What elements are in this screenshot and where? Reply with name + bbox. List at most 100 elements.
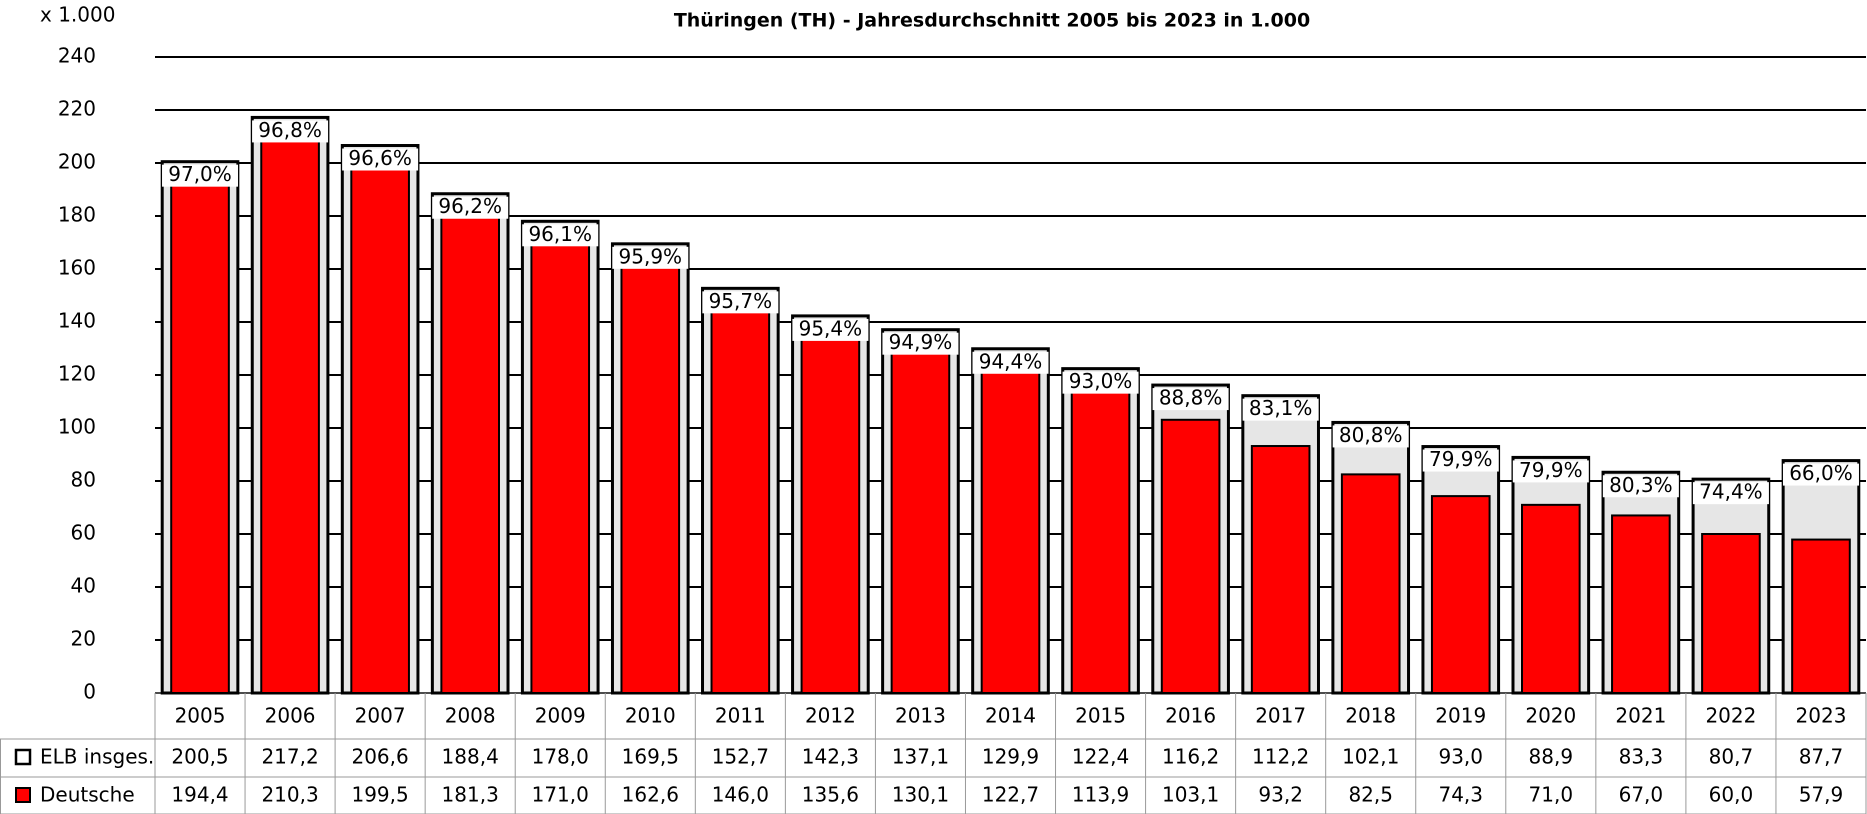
y-tick-label: 200: [58, 150, 96, 174]
table-cell: 93,0: [1438, 745, 1483, 769]
share-label-bg: [612, 246, 689, 269]
share-label-bg: [252, 120, 329, 143]
table-cell: 146,0: [712, 783, 769, 807]
table-cell: 74,3: [1438, 783, 1483, 807]
x-tick-label: 2022: [1705, 704, 1756, 728]
table-cell: 103,1: [1162, 783, 1219, 807]
table-cell: 67,0: [1619, 783, 1664, 807]
share-label-bg: [432, 196, 509, 219]
table-cell: 129,9: [982, 745, 1039, 769]
y-tick-label: 60: [71, 521, 96, 545]
share-label-bg: [882, 332, 959, 355]
share-label-bg: [1512, 460, 1589, 483]
share-label-bg: [1242, 398, 1319, 421]
x-tick-label: 2005: [175, 704, 226, 728]
table-cell: 199,5: [351, 783, 408, 807]
share-label-bg: [702, 291, 779, 314]
share-label: 88,8%: [1159, 386, 1223, 410]
share-label: 66,0%: [1789, 461, 1853, 485]
x-tick-label: 2009: [535, 704, 586, 728]
share-label-bg: [1332, 425, 1409, 448]
share-label: 95,7%: [709, 289, 773, 313]
bar-deutsche: [1250, 445, 1311, 694]
bar-deutsche: [1070, 390, 1131, 694]
bar-deutsche: [1340, 473, 1401, 694]
x-tick-label: 2021: [1615, 704, 1666, 728]
table-cell: 137,1: [892, 745, 949, 769]
share-label: 96,8%: [258, 118, 322, 142]
x-tick-label: 2012: [805, 704, 856, 728]
y-tick-label: 160: [58, 256, 96, 280]
share-label: 97,0%: [168, 162, 232, 186]
table-cell: 217,2: [261, 745, 318, 769]
y-tick-label: 0: [83, 680, 96, 704]
x-tick-label: 2006: [265, 704, 316, 728]
table-cell: 93,2: [1258, 783, 1303, 807]
share-label: 80,3%: [1609, 473, 1673, 497]
bar-deutsche: [710, 305, 771, 694]
share-label: 79,9%: [1519, 458, 1583, 482]
table-cell: 60,0: [1709, 783, 1754, 807]
y-tick-label: 240: [58, 44, 96, 68]
y-unit-label: x 1.000: [40, 3, 115, 27]
share-label: 80,8%: [1339, 423, 1403, 447]
share-label: 96,2%: [438, 194, 502, 218]
bar-deutsche: [1701, 533, 1761, 694]
bar-deutsche: [1160, 418, 1221, 694]
share-label: 79,9%: [1429, 447, 1493, 471]
table-cell: 122,7: [982, 783, 1039, 807]
table-cell: 210,3: [261, 783, 318, 807]
share-label-bg: [342, 148, 419, 171]
share-label: 95,4%: [799, 316, 863, 340]
x-tick-label: 2018: [1345, 704, 1396, 728]
legend-swatch: [14, 748, 32, 766]
share-label: 93,0%: [1069, 369, 1133, 393]
share-label-bg: [522, 224, 599, 247]
x-tick-label: 2015: [1075, 704, 1126, 728]
table-cell: 169,5: [622, 745, 679, 769]
legend-label: Deutsche: [40, 783, 135, 807]
share-label-bg: [1602, 475, 1679, 498]
x-tick-label: 2011: [715, 704, 766, 728]
y-tick-label: 40: [71, 574, 96, 598]
bar-deutsche: [440, 211, 501, 694]
share-label: 95,9%: [619, 244, 683, 268]
share-label-bg: [1782, 463, 1859, 486]
bar-deutsche: [980, 366, 1041, 694]
table-cell: 80,7: [1709, 745, 1754, 769]
table-cell: 88,9: [1529, 745, 1574, 769]
chart-title: Thüringen (TH) - Jahresdurchschnitt 2005…: [674, 10, 1310, 32]
share-label: 96,6%: [348, 146, 412, 170]
table-cell: 152,7: [712, 745, 769, 769]
x-tick-label: 2016: [1165, 704, 1216, 728]
table-cell: 102,1: [1342, 745, 1399, 769]
x-tick-label: 2007: [355, 704, 406, 728]
share-label-bg: [162, 164, 239, 187]
y-tick-label: 120: [58, 362, 96, 386]
share-label: 83,1%: [1249, 396, 1313, 420]
y-tick-label: 140: [58, 309, 96, 333]
table-cell: 71,0: [1529, 783, 1574, 807]
share-label: 94,4%: [979, 349, 1043, 373]
table-cell: 116,2: [1162, 745, 1219, 769]
table-cell: 130,1: [892, 783, 949, 807]
table-cell: 194,4: [171, 783, 228, 807]
share-label-bg: [1422, 449, 1499, 472]
bar-deutsche: [1611, 514, 1671, 695]
bar-deutsche: [530, 238, 591, 694]
bar-deutsche: [620, 261, 681, 694]
bar-deutsche: [890, 347, 951, 694]
share-label: 94,9%: [889, 330, 953, 354]
table-cell: 113,9: [1072, 783, 1129, 807]
table-cell: 181,3: [442, 783, 499, 807]
table-cell: 87,7: [1799, 745, 1844, 769]
bar-deutsche: [350, 163, 410, 694]
table-cell: 142,3: [802, 745, 859, 769]
bar-deutsche: [800, 332, 861, 694]
x-tick-label: 2013: [895, 704, 946, 728]
bar-deutsche: [1520, 503, 1581, 694]
table-cell: 122,4: [1072, 745, 1129, 769]
share-label-bg: [1152, 388, 1229, 411]
bar-deutsche: [260, 134, 320, 694]
